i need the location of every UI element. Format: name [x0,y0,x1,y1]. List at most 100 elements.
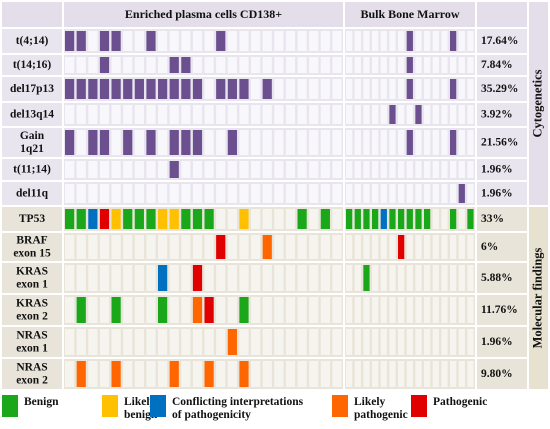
sample-cell [216,161,226,178]
row-background [64,327,343,357]
sample-cell [204,161,214,178]
row-percent-cell [477,29,527,53]
sample-cell [204,79,214,99]
sample-cell [320,265,330,291]
sample-cell [181,184,191,203]
sample-cell [297,297,307,323]
sample-cell [216,105,226,124]
sample-cell [251,235,261,259]
alteration-mark [380,209,387,229]
row-label-cell [2,182,62,205]
sample-cell [297,31,307,51]
row-percent-cell [477,159,527,180]
sample-cell [432,297,439,323]
row-label-cell [2,207,62,231]
alteration-mark [227,79,237,99]
sample-cell [181,329,191,355]
alteration-mark [111,79,121,99]
sample-cell [192,105,203,124]
sample-cell [354,161,361,178]
sample-cell [450,161,457,178]
sample-cell [274,329,284,355]
sample-cell [432,31,439,51]
sample-cell [346,31,353,51]
sample-cell [458,130,465,155]
sample-cell [458,265,465,291]
sample-cell [450,265,457,291]
alteration-mark [372,209,379,229]
sample-cell [111,265,121,291]
sample-cell [432,130,439,155]
sample-cell [158,105,168,124]
alteration-mark [65,31,75,51]
alteration-mark [181,209,191,229]
row-background [64,359,343,389]
legend-swatch [411,395,427,417]
sample-cell [134,265,144,291]
alteration-mark [99,209,110,229]
row-label: del17p13 [10,83,54,95]
sample-cell [346,57,353,73]
sample-cell [239,105,249,124]
sample-cell [274,161,284,178]
sample-cell [146,57,156,73]
row-background [64,295,343,325]
sample-cell [380,297,387,323]
row-percent-cell [477,295,527,325]
sample-cell [158,329,168,355]
sample-cell [372,31,379,51]
sample-cell [297,329,307,355]
legend-label: Likely pathogenic [354,396,408,421]
sample-cell [441,209,448,229]
sample-cell [467,130,474,155]
sample-cell [123,31,133,51]
sample-cell [432,265,439,291]
sample-cell [372,297,379,323]
sample-cell [467,79,474,99]
alteration-mark [363,209,370,229]
sample-cell [389,184,396,203]
row-percent-cell [477,207,527,231]
row-background [64,55,343,75]
sample-cell [123,57,133,73]
sample-cell [320,184,330,203]
sample-cell [216,361,226,387]
sample-cell [227,361,237,387]
sample-cell [274,79,284,99]
alteration-mark [88,130,98,155]
sample-cell [450,297,457,323]
sample-cell [398,79,405,99]
sample-cell [251,79,261,99]
row-background [64,233,343,261]
row-percent: 1.96% [481,163,513,175]
sample-cell [123,297,133,323]
sample-cell [320,329,330,355]
row-percent: 33% [481,213,504,225]
sample-cell [346,361,353,387]
sample-cell [134,161,144,178]
sample-cell [262,297,272,323]
sample-cell [424,79,431,99]
sample-cell [88,105,98,124]
sample-cell [76,57,86,73]
sample-cell [181,31,191,51]
sample-cell [181,235,191,259]
alteration-mark [239,361,249,387]
sample-cell [441,265,448,291]
row-label: t(4;14) [16,35,49,47]
row-label: KRAS exon 1 [16,265,48,290]
sample-cell [285,57,296,73]
sample-cell [181,105,191,124]
sample-cell [146,329,156,355]
section-label: Molecular findings [530,247,544,348]
sample-cell [372,161,379,178]
sample-cell [406,361,413,387]
sample-cell [363,361,370,387]
sample-cell [158,184,168,203]
row-background [64,263,343,293]
sample-cell [227,105,237,124]
sample-cell [216,130,226,155]
sample-cell [251,31,261,51]
sample-cell [332,209,342,229]
